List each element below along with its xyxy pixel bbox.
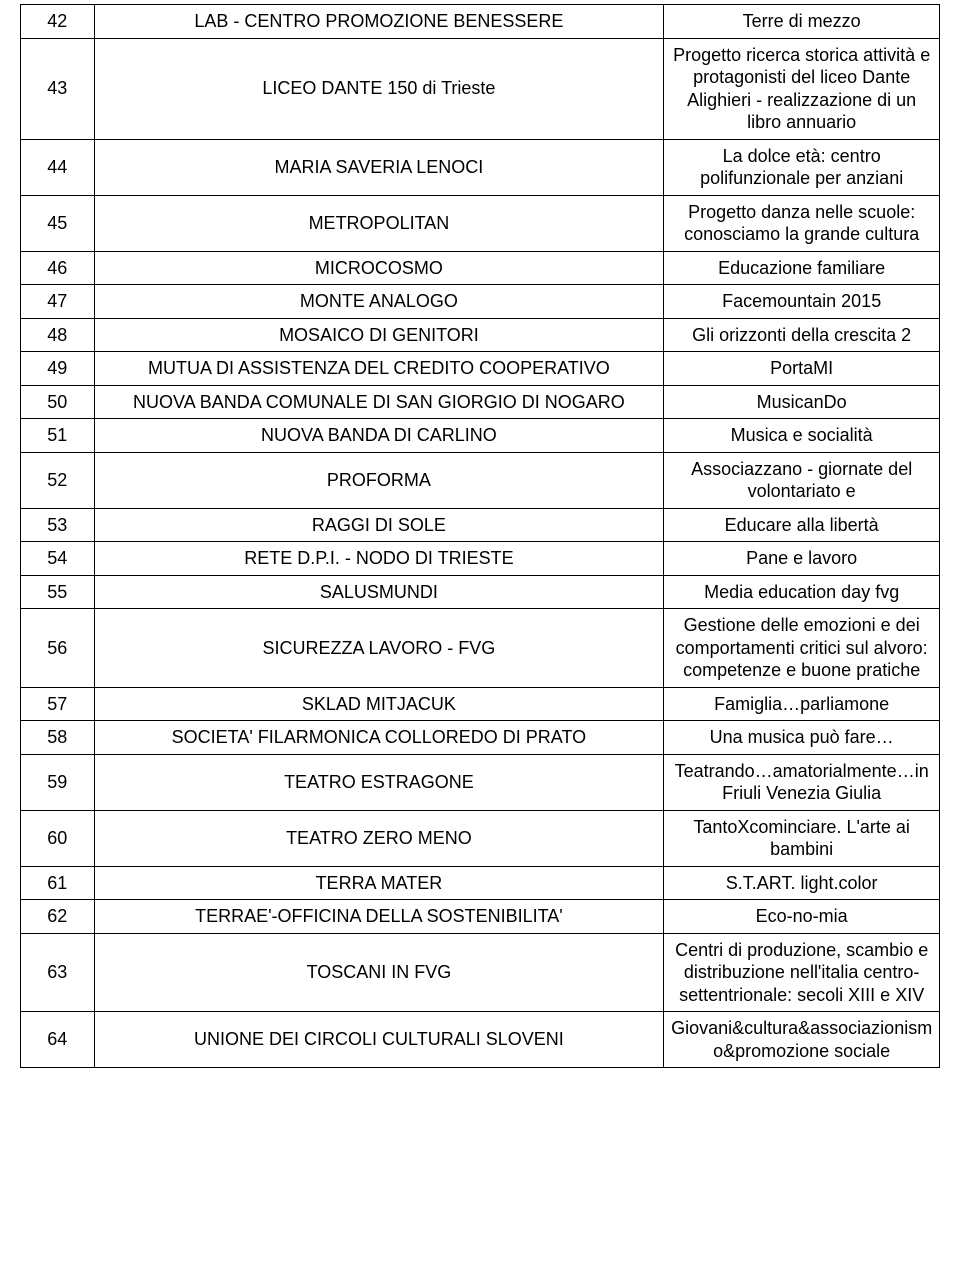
row-number: 49	[21, 352, 95, 386]
row-organization: SOCIETA' FILARMONICA COLLOREDO DI PRATO	[94, 721, 664, 755]
row-number: 51	[21, 419, 95, 453]
table-row: 45METROPOLITANProgetto danza nelle scuol…	[21, 195, 940, 251]
row-organization: SICUREZZA LAVORO - FVG	[94, 609, 664, 688]
row-project: Gli orizzonti della crescita 2	[664, 318, 940, 352]
table-row: 54RETE D.P.I. - NODO DI TRIESTEPane e la…	[21, 542, 940, 576]
table-row: 61TERRA MATERS.T.ART. light.color	[21, 866, 940, 900]
row-number: 60	[21, 810, 95, 866]
row-number: 58	[21, 721, 95, 755]
table-row: 58SOCIETA' FILARMONICA COLLOREDO DI PRAT…	[21, 721, 940, 755]
row-project: Una musica può fare…	[664, 721, 940, 755]
row-organization: TOSCANI IN FVG	[94, 933, 664, 1012]
row-organization: SALUSMUNDI	[94, 575, 664, 609]
row-organization: METROPOLITAN	[94, 195, 664, 251]
row-number: 59	[21, 754, 95, 810]
table-row: 60TEATRO ZERO MENOTantoXcominciare. L'ar…	[21, 810, 940, 866]
table-row: 63TOSCANI IN FVGCentri di produzione, sc…	[21, 933, 940, 1012]
row-number: 55	[21, 575, 95, 609]
row-project: Associazzano - giornate del volontariato…	[664, 452, 940, 508]
table-row: 49MUTUA DI ASSISTENZA DEL CREDITO COOPER…	[21, 352, 940, 386]
row-project: Facemountain 2015	[664, 285, 940, 319]
row-number: 56	[21, 609, 95, 688]
row-organization: TERRA MATER	[94, 866, 664, 900]
projects-table-body: 42LAB - CENTRO PROMOZIONE BENESSERETerre…	[21, 5, 940, 1068]
row-organization: NUOVA BANDA DI CARLINO	[94, 419, 664, 453]
row-project: Terre di mezzo	[664, 5, 940, 39]
row-project: Pane e lavoro	[664, 542, 940, 576]
row-project: Centri di produzione, scambio e distribu…	[664, 933, 940, 1012]
row-number: 44	[21, 139, 95, 195]
row-number: 63	[21, 933, 95, 1012]
row-project: S.T.ART. light.color	[664, 866, 940, 900]
row-project: Gestione delle emozioni e dei comportame…	[664, 609, 940, 688]
table-row: 50NUOVA BANDA COMUNALE DI SAN GIORGIO DI…	[21, 385, 940, 419]
table-row: 57SKLAD MITJACUKFamiglia…parliamone	[21, 687, 940, 721]
row-number: 45	[21, 195, 95, 251]
row-project: Educare alla libertà	[664, 508, 940, 542]
table-row: 56SICUREZZA LAVORO - FVGGestione delle e…	[21, 609, 940, 688]
row-organization: MOSAICO DI GENITORI	[94, 318, 664, 352]
table-row: 62TERRAE'-OFFICINA DELLA SOSTENIBILITA'E…	[21, 900, 940, 934]
row-project: Teatrando…amatorialmente…in Friuli Venez…	[664, 754, 940, 810]
table-row: 59TEATRO ESTRAGONETeatrando…amatorialmen…	[21, 754, 940, 810]
row-number: 46	[21, 251, 95, 285]
row-organization: SKLAD MITJACUK	[94, 687, 664, 721]
table-row: 46MICROCOSMOEducazione familiare	[21, 251, 940, 285]
row-organization: PROFORMA	[94, 452, 664, 508]
table-row: 43LICEO DANTE 150 di TriesteProgetto ric…	[21, 38, 940, 139]
row-project: Giovani&cultura&associazionismo&promozio…	[664, 1012, 940, 1068]
row-project: TantoXcominciare. L'arte ai bambini	[664, 810, 940, 866]
row-number: 43	[21, 38, 95, 139]
table-row: 55SALUSMUNDIMedia education day fvg	[21, 575, 940, 609]
row-organization: RETE D.P.I. - NODO DI TRIESTE	[94, 542, 664, 576]
row-organization: LICEO DANTE 150 di Trieste	[94, 38, 664, 139]
table-row: 53RAGGI DI SOLEEducare alla libertà	[21, 508, 940, 542]
table-row: 42LAB - CENTRO PROMOZIONE BENESSERETerre…	[21, 5, 940, 39]
row-organization: TEATRO ESTRAGONE	[94, 754, 664, 810]
row-project: Famiglia…parliamone	[664, 687, 940, 721]
projects-table: 42LAB - CENTRO PROMOZIONE BENESSERETerre…	[20, 4, 940, 1068]
row-number: 48	[21, 318, 95, 352]
row-organization: MICROCOSMO	[94, 251, 664, 285]
row-number: 61	[21, 866, 95, 900]
table-row: 52PROFORMAAssociazzano - giornate del vo…	[21, 452, 940, 508]
row-project: MusicanDo	[664, 385, 940, 419]
row-organization: NUOVA BANDA COMUNALE DI SAN GIORGIO DI N…	[94, 385, 664, 419]
row-project: Media education day fvg	[664, 575, 940, 609]
row-project: La dolce età: centro polifunzionale per …	[664, 139, 940, 195]
row-number: 50	[21, 385, 95, 419]
row-project: Musica e socialità	[664, 419, 940, 453]
row-organization: MONTE ANALOGO	[94, 285, 664, 319]
row-organization: UNIONE DEI CIRCOLI CULTURALI SLOVENI	[94, 1012, 664, 1068]
table-row: 47MONTE ANALOGOFacemountain 2015	[21, 285, 940, 319]
row-number: 47	[21, 285, 95, 319]
row-organization: MUTUA DI ASSISTENZA DEL CREDITO COOPERAT…	[94, 352, 664, 386]
row-project: Progetto ricerca storica attività e prot…	[664, 38, 940, 139]
row-organization: TEATRO ZERO MENO	[94, 810, 664, 866]
row-number: 42	[21, 5, 95, 39]
row-organization: TERRAE'-OFFICINA DELLA SOSTENIBILITA'	[94, 900, 664, 934]
table-row: 51NUOVA BANDA DI CARLINOMusica e sociali…	[21, 419, 940, 453]
table-row: 48MOSAICO DI GENITORIGli orizzonti della…	[21, 318, 940, 352]
table-row: 44MARIA SAVERIA LENOCILa dolce età: cent…	[21, 139, 940, 195]
row-number: 54	[21, 542, 95, 576]
row-project: Eco-no-mia	[664, 900, 940, 934]
row-project: PortaMI	[664, 352, 940, 386]
row-number: 53	[21, 508, 95, 542]
row-number: 62	[21, 900, 95, 934]
row-number: 57	[21, 687, 95, 721]
row-organization: MARIA SAVERIA LENOCI	[94, 139, 664, 195]
row-organization: RAGGI DI SOLE	[94, 508, 664, 542]
table-row: 64UNIONE DEI CIRCOLI CULTURALI SLOVENIGi…	[21, 1012, 940, 1068]
row-number: 64	[21, 1012, 95, 1068]
row-organization: LAB - CENTRO PROMOZIONE BENESSERE	[94, 5, 664, 39]
row-project: Progetto danza nelle scuole: conosciamo …	[664, 195, 940, 251]
row-project: Educazione familiare	[664, 251, 940, 285]
row-number: 52	[21, 452, 95, 508]
